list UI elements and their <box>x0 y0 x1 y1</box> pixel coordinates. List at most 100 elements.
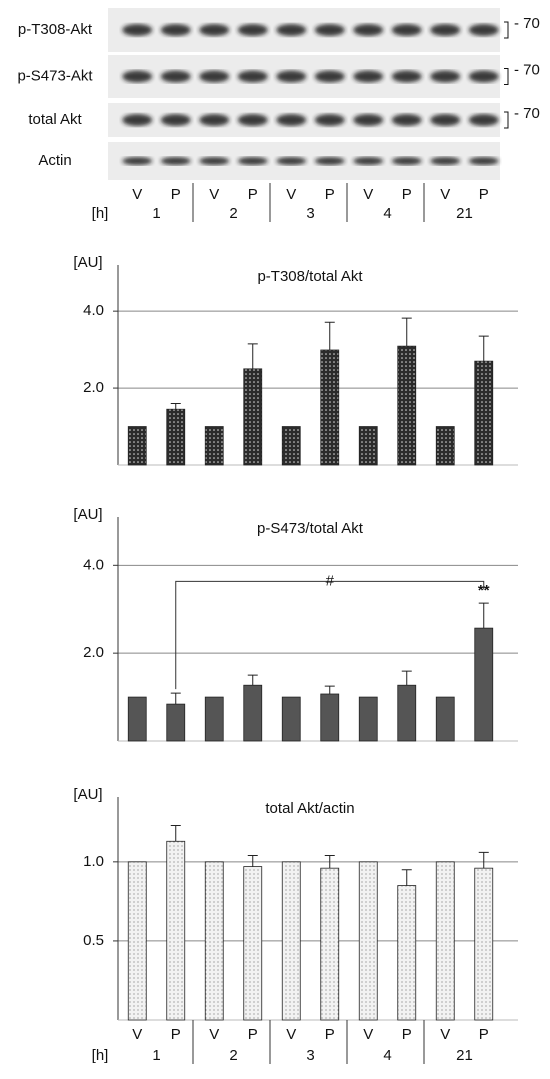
y-tick-label: 4.0 <box>83 302 104 319</box>
chart-title: total Akt/actin <box>265 800 354 817</box>
y-tick-label: 0.5 <box>83 932 104 949</box>
blot-band <box>314 157 345 165</box>
blot-band <box>160 157 191 165</box>
blot-band <box>199 70 230 83</box>
bar <box>474 867 494 1021</box>
blot-band <box>391 70 422 83</box>
blot-band <box>160 70 191 83</box>
lane-label: P <box>248 186 258 203</box>
bar <box>166 408 186 466</box>
lane-label: V <box>286 186 296 203</box>
blot-band <box>468 114 499 126</box>
lane-label: P <box>248 1026 258 1043</box>
blot-band <box>391 157 422 165</box>
bar <box>166 703 186 742</box>
y-tick-label: 1.0 <box>83 853 104 870</box>
y-tick-label: 4.0 <box>83 556 104 573</box>
lane-label: V <box>363 186 373 203</box>
bar <box>281 861 301 1021</box>
error-bar <box>247 674 258 686</box>
blot-band <box>237 157 268 165</box>
error-bar <box>170 402 181 410</box>
bar <box>204 696 224 742</box>
size-marker: - 70 <box>514 61 540 78</box>
blot-band <box>353 70 384 83</box>
lane-label: V <box>132 1026 142 1043</box>
blot-band <box>237 24 268 36</box>
bar <box>127 861 147 1021</box>
time-point: 4 <box>383 1047 391 1064</box>
time-label: [h] <box>92 1047 109 1064</box>
lane-label: P <box>171 186 181 203</box>
error-bar <box>324 321 335 350</box>
time-point: 2 <box>229 1047 237 1064</box>
bar <box>358 426 378 466</box>
blot-band <box>430 157 461 165</box>
bar <box>243 866 263 1021</box>
error-bar <box>478 851 489 869</box>
lane-label: V <box>440 186 450 203</box>
blot-band <box>199 114 230 126</box>
bar <box>358 861 378 1021</box>
blot-band <box>160 24 191 36</box>
lane-label: V <box>209 1026 219 1043</box>
bar <box>397 684 417 742</box>
bar <box>474 360 494 466</box>
time-point: 21 <box>456 1047 473 1064</box>
blot-band <box>430 24 461 36</box>
blot-band <box>314 114 345 126</box>
y-tick-label: 2.0 <box>83 379 104 396</box>
blot-band <box>276 157 307 165</box>
y-tick-label: 2.0 <box>83 644 104 661</box>
error-bar <box>401 869 412 886</box>
blot-row-label: total Akt <box>28 111 82 128</box>
blot-band <box>199 24 230 36</box>
blot-band <box>122 157 153 165</box>
error-bar <box>478 335 489 362</box>
size-marker: - 70 <box>514 105 540 122</box>
lane-label: P <box>402 1026 412 1043</box>
bar <box>166 840 186 1021</box>
error-bar <box>478 602 489 629</box>
bar <box>204 426 224 466</box>
blot-band <box>237 70 268 83</box>
bar <box>474 627 494 742</box>
lane-label: P <box>402 186 412 203</box>
bar <box>320 867 340 1021</box>
time-point: 1 <box>152 205 160 222</box>
lane-label: P <box>479 186 489 203</box>
blot-band <box>276 114 307 126</box>
bar <box>320 693 340 742</box>
error-bar <box>401 317 412 347</box>
lane-label: V <box>363 1026 373 1043</box>
time-point: 21 <box>456 205 473 222</box>
lane-label: V <box>209 186 219 203</box>
error-bar <box>401 670 412 686</box>
bar <box>435 861 455 1021</box>
lane-label: P <box>325 186 335 203</box>
lane-label: P <box>479 1026 489 1043</box>
blot-band <box>468 70 499 83</box>
size-marker: - 70 <box>514 15 540 32</box>
time-point: 3 <box>306 1047 314 1064</box>
significance-label: ** <box>478 582 490 599</box>
lane-label: V <box>286 1026 296 1043</box>
bar <box>127 426 147 466</box>
error-bar <box>247 343 258 369</box>
bracket-label: # <box>326 572 335 589</box>
bar <box>204 861 224 1021</box>
marker-bracket <box>504 21 509 39</box>
bar <box>397 885 417 1021</box>
blot-band <box>314 24 345 36</box>
error-bar <box>170 824 181 842</box>
error-bar <box>170 692 181 705</box>
time-point: 4 <box>383 205 391 222</box>
marker-bracket <box>504 111 509 129</box>
bar <box>127 696 147 742</box>
blot-row-label: p-T308-Akt <box>18 21 93 38</box>
chart-title: p-T308/total Akt <box>257 268 363 285</box>
bar <box>358 696 378 742</box>
error-bar <box>247 855 258 867</box>
blot-band <box>468 157 499 165</box>
blot-band <box>391 24 422 36</box>
